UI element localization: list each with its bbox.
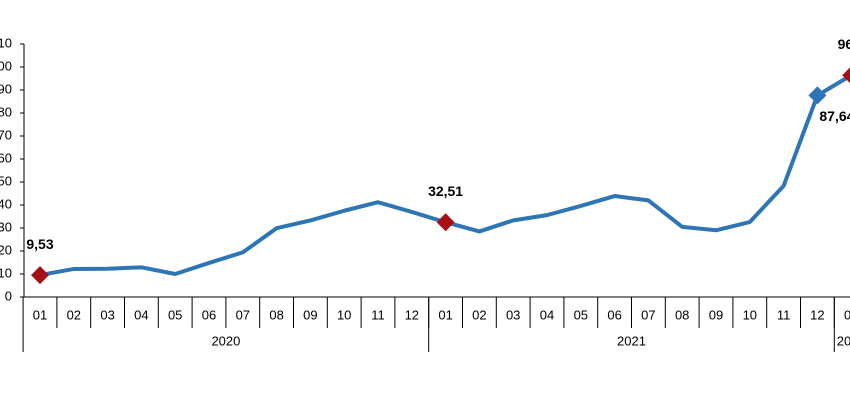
x-tick-label: 10: [743, 307, 757, 322]
x-tick-label: 11: [371, 307, 385, 322]
x-tick-label: 09: [709, 307, 723, 322]
x-tick-label: 08: [269, 307, 283, 322]
x-tick-label: 05: [168, 307, 182, 322]
y-tick-label: 110: [0, 35, 12, 50]
y-tick-label: 100: [0, 58, 12, 73]
group-label: 2021: [617, 333, 646, 348]
x-tick-label: 10: [337, 307, 351, 322]
x-tick-label: 12: [810, 307, 824, 322]
value-label: 96,4: [838, 36, 850, 52]
y-tick-label: 80: [0, 104, 12, 119]
marker: [31, 266, 49, 285]
marker: [436, 213, 455, 232]
group-label: 2022: [837, 333, 850, 348]
x-tick-label: 11: [777, 307, 791, 322]
y-tick-label: 90: [0, 81, 12, 96]
x-tick-label: 01: [438, 307, 452, 322]
x-tick-label: 07: [641, 307, 655, 322]
y-tick-label: 60: [0, 150, 12, 165]
x-tick-label: 02: [67, 307, 81, 322]
x-tick-label: 06: [607, 307, 621, 322]
marker: [842, 67, 850, 84]
marker: [808, 86, 827, 105]
y-tick-label: 70: [0, 127, 12, 142]
x-tick-label: 09: [303, 307, 317, 322]
value-label: 32,51: [428, 183, 463, 199]
x-tick-label: 02: [472, 307, 486, 322]
y-tick-label: 10: [0, 265, 12, 280]
x-tick-label: 01: [844, 307, 850, 322]
x-tick-label: 06: [202, 307, 216, 322]
value-label: 9,53: [26, 236, 53, 252]
y-tick-label: 20: [0, 242, 12, 257]
x-tick-label: 01: [33, 307, 47, 322]
x-tick-label: 03: [100, 307, 114, 322]
x-tick-label: 03: [506, 307, 520, 322]
x-tick-label: 12: [405, 307, 419, 322]
x-tick-label: 04: [134, 307, 148, 322]
y-tick-label: 50: [0, 173, 12, 188]
y-tick-label: 40: [0, 196, 12, 211]
x-tick-label: 07: [236, 307, 250, 322]
x-tick-label: 05: [574, 307, 588, 322]
group-label: 2020: [211, 333, 240, 348]
y-tick-label: 30: [0, 219, 12, 234]
x-tick-label: 08: [675, 307, 689, 322]
x-tick-label: 04: [540, 307, 554, 322]
value-label: 87,64: [819, 108, 850, 124]
y-tick-label: 0: [5, 288, 12, 303]
line: [39, 73, 850, 278]
